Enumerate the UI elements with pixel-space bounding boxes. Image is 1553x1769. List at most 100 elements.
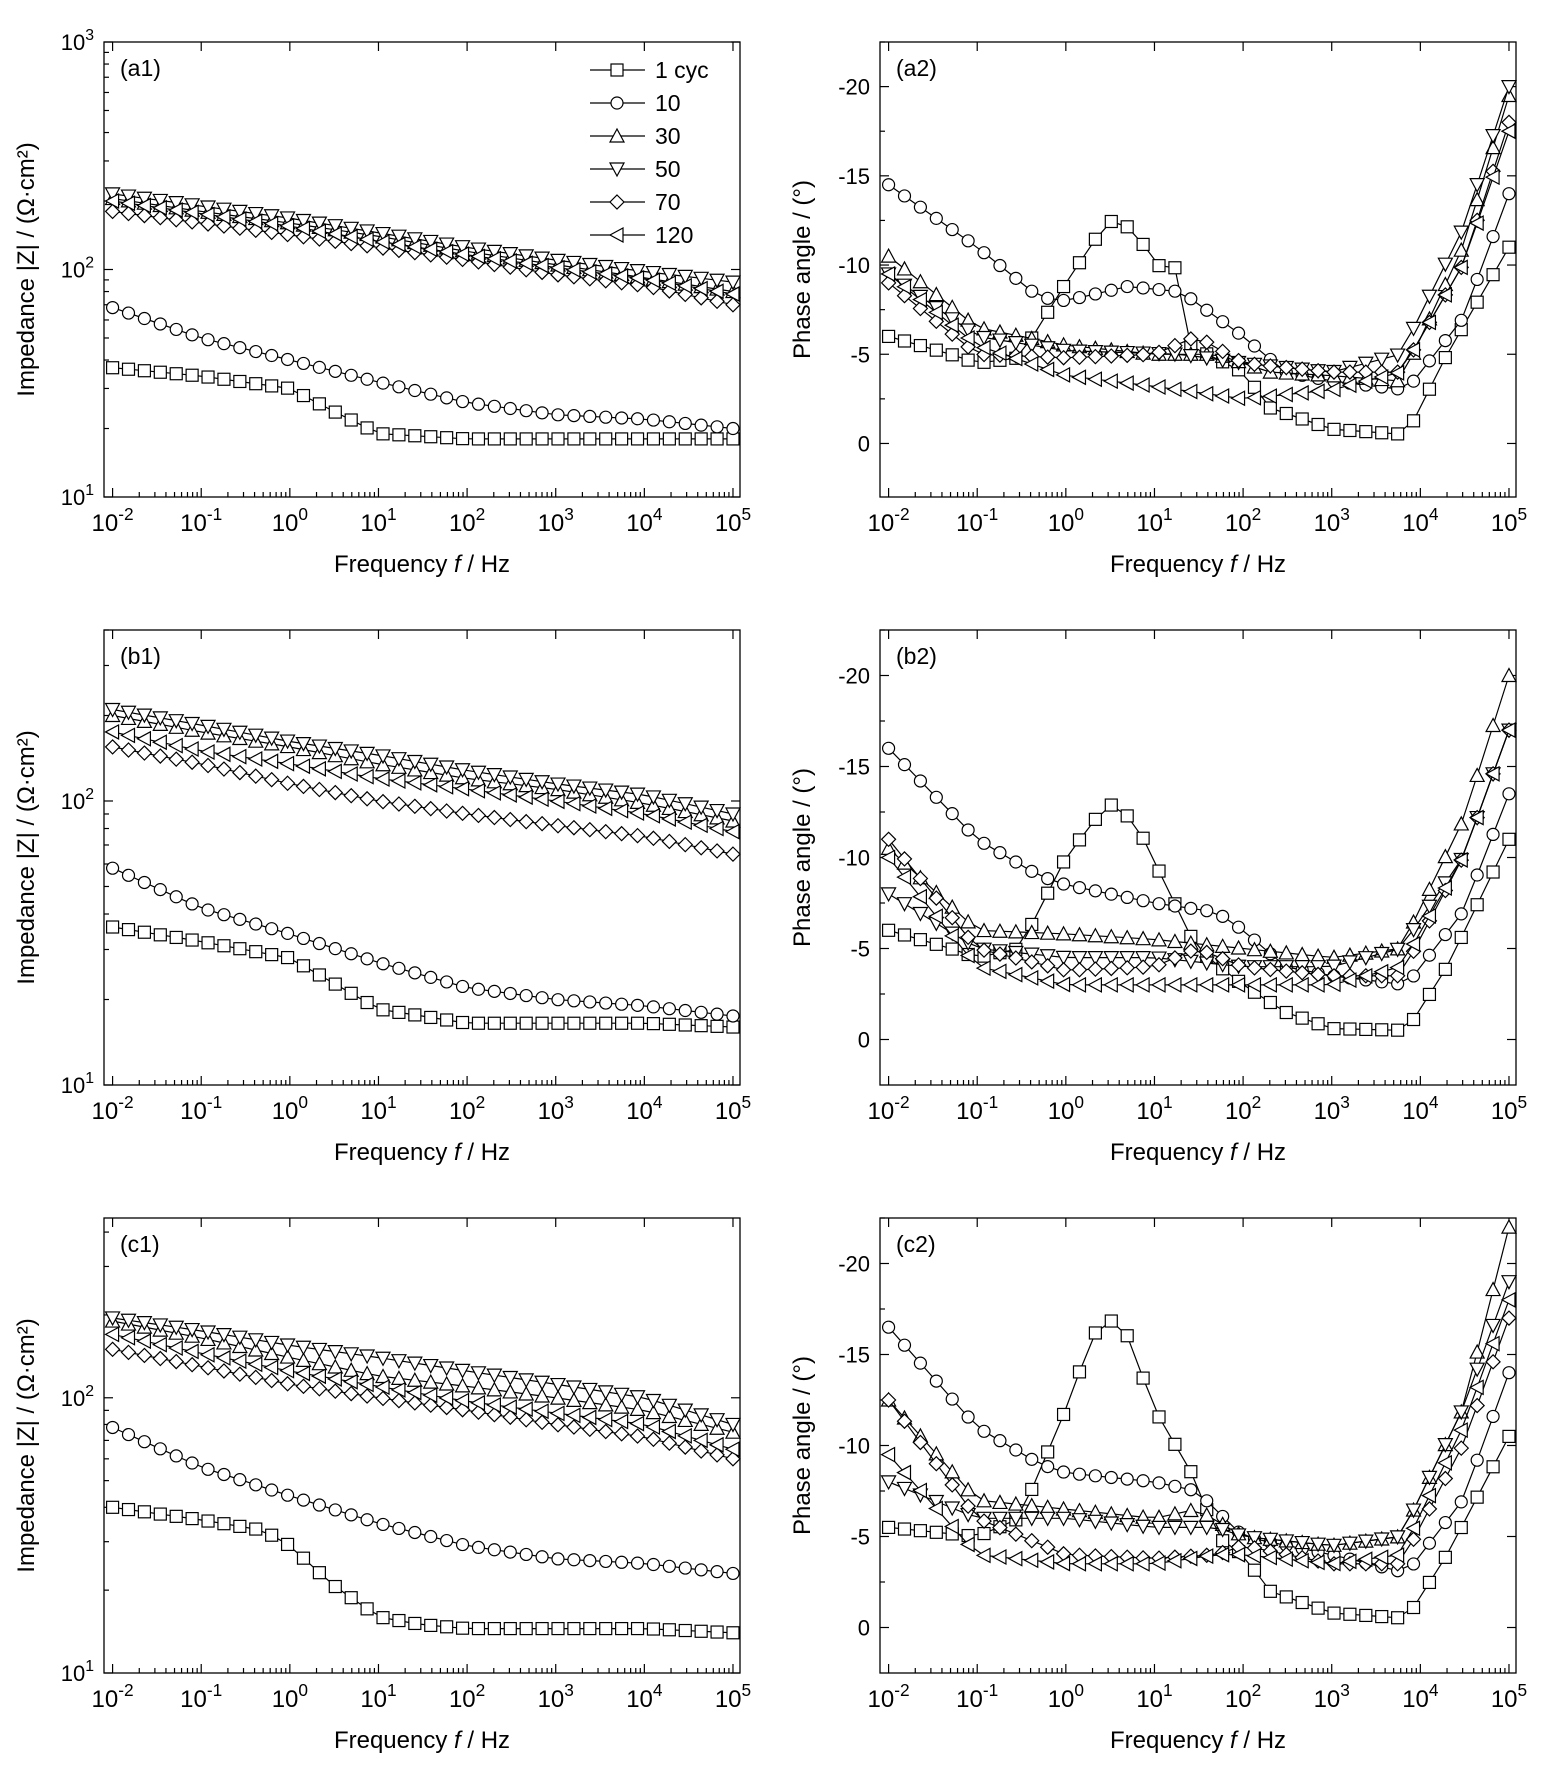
data-point bbox=[913, 1524, 928, 1538]
series-line bbox=[112, 200, 734, 295]
data-point bbox=[1136, 831, 1150, 845]
data-point bbox=[359, 746, 376, 762]
data-point bbox=[896, 278, 912, 295]
data-point bbox=[1437, 1470, 1454, 1487]
data-point bbox=[342, 228, 358, 245]
x-tick-label: 102 bbox=[1225, 504, 1261, 537]
data-point bbox=[1088, 1326, 1102, 1340]
data-point bbox=[1422, 382, 1437, 396]
x-tick-label: 10-2 bbox=[92, 1680, 134, 1713]
data-point bbox=[1278, 1534, 1295, 1550]
data-point bbox=[152, 711, 169, 727]
data-point bbox=[311, 739, 328, 755]
series-line bbox=[112, 1506, 734, 1634]
series-10 bbox=[105, 861, 740, 1023]
data-point bbox=[583, 1016, 597, 1030]
data-point bbox=[470, 765, 487, 781]
data-point bbox=[551, 993, 565, 1007]
data-point bbox=[897, 1338, 912, 1352]
data-point bbox=[645, 265, 662, 281]
x-tick-label: 10-2 bbox=[868, 504, 910, 537]
data-point bbox=[646, 432, 661, 446]
data-point bbox=[1200, 1494, 1214, 1508]
series-line bbox=[888, 675, 1510, 958]
data-point bbox=[1246, 941, 1263, 957]
data-point bbox=[1009, 271, 1023, 285]
data-point bbox=[913, 774, 928, 788]
data-point bbox=[1486, 1460, 1500, 1474]
data-point bbox=[502, 1399, 517, 1416]
data-point bbox=[1135, 346, 1151, 363]
y-tick-label: -15 bbox=[838, 164, 870, 189]
data-point bbox=[455, 394, 470, 409]
data-point bbox=[1502, 787, 1516, 801]
data-point bbox=[945, 942, 959, 956]
x-tick-label: 104 bbox=[626, 504, 663, 537]
data-point bbox=[897, 928, 912, 942]
data-point bbox=[486, 250, 501, 267]
data-point bbox=[726, 1009, 740, 1023]
legend-label: 10 bbox=[655, 90, 681, 116]
series-line bbox=[112, 1320, 734, 1433]
series-line bbox=[888, 1281, 1510, 1546]
data-point bbox=[328, 1503, 342, 1517]
data-point bbox=[1357, 1534, 1374, 1550]
data-point bbox=[1295, 1595, 1309, 1610]
data-point bbox=[344, 947, 358, 961]
data-point bbox=[1168, 284, 1182, 298]
data-point bbox=[312, 397, 326, 411]
data-point bbox=[1295, 412, 1309, 426]
data-point bbox=[296, 931, 311, 946]
data-point bbox=[567, 1621, 581, 1636]
panel-label: (b1) bbox=[120, 643, 161, 669]
series-120 bbox=[880, 722, 1516, 993]
data-point bbox=[376, 427, 390, 441]
data-point bbox=[502, 1383, 519, 1399]
data-point bbox=[551, 1016, 565, 1030]
data-point bbox=[486, 784, 501, 801]
data-point bbox=[1104, 283, 1118, 297]
data-point bbox=[646, 1557, 661, 1572]
data-point bbox=[1327, 1022, 1341, 1036]
y-tick-label: 0 bbox=[858, 1028, 870, 1053]
series-70 bbox=[104, 739, 741, 862]
y-tick-label: 101 bbox=[61, 482, 94, 510]
y-axis-label: Impedance |Z| / (Ω·cm²) bbox=[13, 142, 40, 396]
data-point bbox=[232, 764, 248, 781]
data-point bbox=[694, 1019, 708, 1033]
data-point bbox=[535, 432, 549, 446]
x-tick-label: 100 bbox=[1048, 1680, 1084, 1713]
data-point bbox=[567, 432, 581, 446]
data-point bbox=[376, 1611, 390, 1625]
data-point bbox=[597, 1423, 614, 1440]
data-point bbox=[1119, 1518, 1136, 1533]
data-point bbox=[613, 825, 630, 842]
data-point bbox=[880, 849, 896, 866]
data-point bbox=[360, 1513, 374, 1527]
y-tick-label: 102 bbox=[61, 1383, 94, 1411]
data-point bbox=[566, 1419, 582, 1435]
data-point bbox=[424, 430, 438, 444]
data-point bbox=[265, 379, 279, 393]
data-point bbox=[1214, 1522, 1231, 1538]
data-point bbox=[912, 906, 929, 922]
data-point bbox=[1453, 1405, 1470, 1421]
data-point bbox=[693, 271, 710, 287]
data-point bbox=[583, 432, 597, 446]
data-point bbox=[1278, 359, 1295, 376]
data-point bbox=[185, 1512, 199, 1526]
series-line bbox=[112, 708, 734, 815]
data-point bbox=[1485, 1281, 1502, 1297]
data-point bbox=[929, 1374, 943, 1388]
data-point bbox=[597, 783, 614, 799]
data-point bbox=[311, 223, 326, 240]
data-point bbox=[599, 410, 613, 424]
data-point bbox=[454, 1392, 470, 1409]
data-point bbox=[502, 247, 519, 262]
data-point bbox=[376, 376, 390, 390]
data-point bbox=[438, 237, 455, 253]
data-point bbox=[169, 1449, 183, 1463]
data-point bbox=[406, 754, 423, 770]
data-point bbox=[1103, 373, 1118, 390]
data-point bbox=[440, 1533, 454, 1548]
